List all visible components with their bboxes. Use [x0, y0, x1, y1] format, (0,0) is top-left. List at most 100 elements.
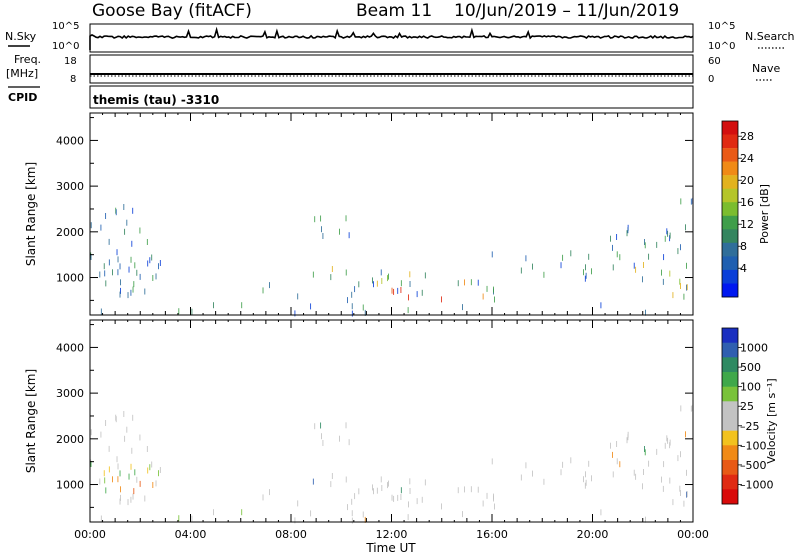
power-cell [525, 255, 527, 262]
power-cell [633, 262, 635, 269]
power-cell [362, 304, 364, 311]
power-cell [178, 308, 180, 315]
velocity-cell [584, 482, 586, 489]
power-cell [373, 281, 374, 288]
power-cell [358, 281, 360, 288]
power-cell [409, 271, 411, 278]
noise-trace [89, 26, 694, 50]
velocity-cell [560, 469, 562, 476]
velocity-cell [347, 504, 348, 511]
velocity-colorbar-frame [721, 327, 739, 505]
power-cell [132, 207, 134, 214]
power-cell [124, 228, 126, 235]
velocity-cell [345, 422, 347, 429]
power-cell [108, 259, 110, 266]
velocity-cell [661, 476, 662, 483]
velocity-ytick-label-3: 4000 [56, 341, 84, 354]
velocity-cell [612, 451, 613, 458]
power-cell [612, 244, 613, 251]
velocity-colorbar-swatch [722, 430, 738, 446]
power-cell [345, 215, 347, 222]
velocity-cell [132, 493, 134, 500]
station-title: Goose Bay (fitACF) [92, 1, 252, 21]
velocity-cell [648, 460, 650, 467]
velocity-cell [388, 480, 389, 487]
velocity-cell [380, 476, 382, 483]
power-cell [115, 209, 117, 216]
power-cell [686, 284, 688, 291]
velocity-colorbar-tick-label-1: 500 [740, 361, 761, 374]
power-cell [562, 254, 564, 261]
velocity-cell [588, 460, 590, 467]
cpid-text: themis (tau) -3310 [93, 93, 219, 107]
velocity-cell [297, 500, 299, 507]
power-cell [146, 239, 148, 245]
freq-tick-left-top: 18 [64, 56, 77, 67]
power-cell [585, 272, 587, 279]
power-cell [662, 278, 664, 285]
power-panel-frame [89, 112, 694, 316]
freq-tick-right-bottom: 0 [708, 74, 714, 85]
velocity-colorbar-swatch [722, 342, 738, 358]
power-cell [424, 272, 426, 279]
power-colorbar-swatch [722, 229, 738, 244]
velocity-cell [616, 441, 618, 447]
power-cell [648, 253, 650, 260]
power-cell [669, 235, 671, 242]
velocity-cell [486, 492, 488, 499]
power-cell [126, 219, 128, 226]
freq-panel [89, 54, 694, 84]
power-cell [667, 230, 669, 237]
velocity-cell [656, 448, 658, 455]
velocity-ytick-label-0: 1000 [56, 479, 84, 492]
power-cell [543, 271, 545, 278]
power-cell [421, 289, 423, 296]
velocity-colorbar-swatch [722, 416, 738, 431]
velocity-cell [627, 434, 629, 441]
power-cell [149, 257, 151, 264]
power-cell [347, 297, 348, 304]
power-cell [345, 269, 347, 276]
power-cell [381, 278, 383, 284]
power-cell [144, 288, 146, 295]
velocity-cell [669, 439, 671, 446]
power-cell [294, 310, 296, 317]
velocity-cell [585, 471, 586, 478]
velocity-cell [494, 503, 495, 510]
power-cell [416, 291, 418, 298]
velocity-colorbar-tick-label-2: 100 [740, 381, 761, 394]
power-cell [120, 287, 121, 294]
velocity-colorbar-label: Velocity [m s⁻¹] [765, 378, 778, 463]
velocity-cell [376, 487, 378, 494]
power-cell [388, 273, 389, 280]
power-colorbar-tick-label-1: 24 [740, 152, 754, 165]
velocity-cell [314, 423, 316, 430]
power-cell [626, 230, 628, 237]
power-cell [119, 291, 121, 298]
nsearch-label: N.Search [745, 30, 795, 43]
velocity-colorbar-tick-label-3: 25 [740, 400, 754, 413]
power-cell [348, 232, 350, 239]
velocity-cell [155, 480, 157, 487]
velocity-cell [322, 440, 324, 446]
velocity-cell [679, 485, 681, 492]
velocity-colorbar-swatch [722, 445, 738, 461]
power-cell [616, 234, 618, 240]
power-colorbar-swatch [722, 148, 738, 162]
power-colorbar-swatch [722, 188, 738, 203]
power-cell [486, 285, 488, 292]
power-ytick-label-2: 3000 [56, 180, 84, 193]
velocity-cell [645, 516, 646, 523]
velocity-x-axis: 00:00 04:00 08:00 12:00 16:00 20:00 00:00 [74, 320, 709, 541]
velocity-cell [151, 461, 153, 468]
power-cell [600, 302, 602, 309]
power-cell [351, 303, 353, 310]
power-cell [393, 288, 395, 295]
velocity-cell [644, 449, 646, 456]
velocity-cell [680, 405, 682, 412]
velocity-cell [642, 483, 643, 490]
velocity-cell [667, 437, 669, 444]
velocity-colorbar-swatch [722, 386, 738, 402]
power-colorbar: 28 24 20 16 12 8 4 [721, 120, 754, 298]
velocity-cell [320, 422, 322, 429]
